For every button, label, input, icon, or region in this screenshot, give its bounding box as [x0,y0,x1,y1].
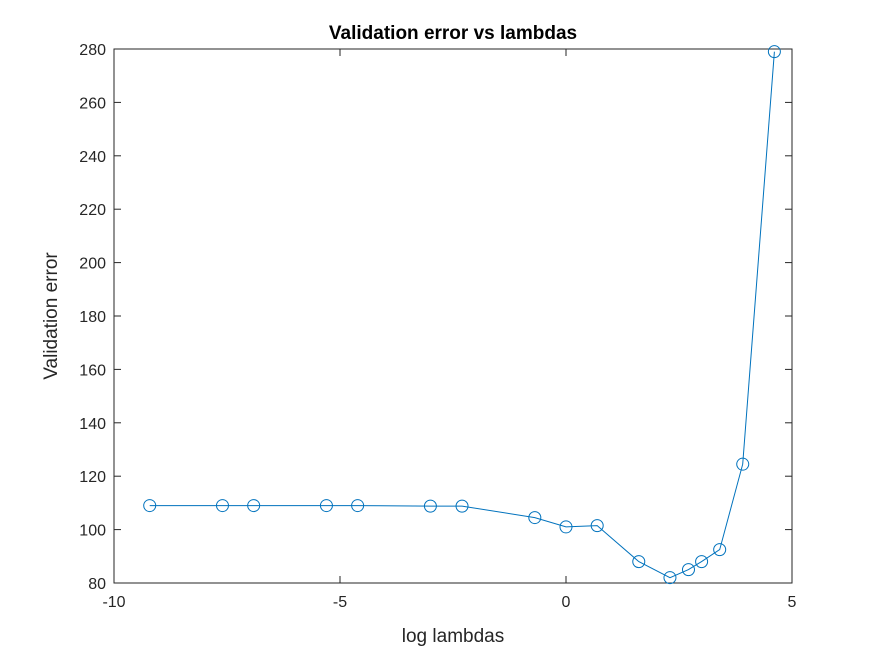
y-axis-label: Validation error [41,252,62,380]
chart-title: Validation error vs lambdas [329,23,577,44]
data-point-marker [143,499,157,513]
x-tick-label: 5 [788,594,797,611]
x-tick-label: -5 [333,594,347,611]
y-tick-label: 120 [79,469,106,486]
data-point-marker [559,520,573,534]
y-tick-label: 200 [79,256,106,273]
data-point-marker [663,571,677,585]
x-tick-label: 0 [562,594,571,611]
data-point-marker [590,519,604,533]
y-tick-label: 280 [79,42,106,59]
x-tick-label: -10 [102,594,125,611]
y-tick-label: 180 [79,309,106,326]
series-line [149,51,775,579]
data-point-marker [713,543,727,557]
y-tick-label: 240 [79,149,106,166]
series-group [143,45,781,585]
data-point-marker [632,555,646,569]
data-point-marker [423,499,437,513]
y-tick-label: 100 [79,523,106,540]
data-point-marker [528,511,542,525]
data-point-marker [215,499,229,513]
data-point-marker [767,45,781,59]
y-tick-label: 260 [79,95,106,112]
data-point-marker [247,499,261,513]
y-tick-label: 80 [88,576,106,593]
axis-ticks: -10 -5 0 5 80 100 120 140 160 180 200 220 240 260 280 [79,42,796,611]
y-tick-label: 220 [79,202,106,219]
data-point-marker [695,555,709,569]
data-point-marker [351,499,365,513]
x-axis-label: log lambdas [402,626,504,647]
plot-area [113,48,793,584]
data-point-marker [319,499,333,513]
y-tick-label: 160 [79,362,106,379]
data-point-marker [681,563,695,577]
data-point-marker [736,457,750,471]
y-tick-label: 140 [79,416,106,433]
data-point-marker [455,499,469,513]
